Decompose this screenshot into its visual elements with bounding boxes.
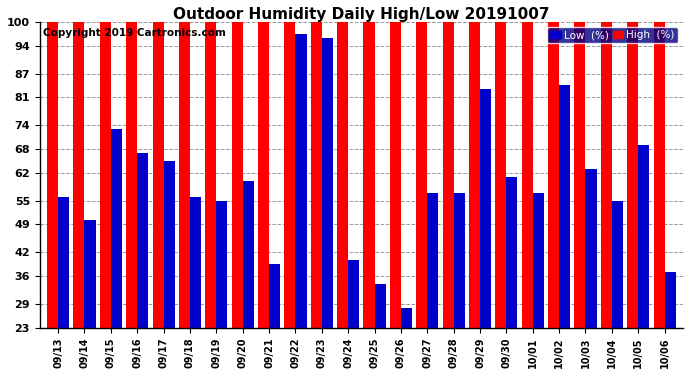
Bar: [548, 22, 559, 328]
Bar: [638, 145, 649, 328]
Bar: [416, 22, 427, 328]
Bar: [295, 34, 306, 328]
Bar: [533, 193, 544, 328]
Text: Copyright 2019 Cartronics.com: Copyright 2019 Cartronics.com: [43, 28, 226, 38]
Bar: [495, 22, 506, 328]
Bar: [258, 22, 269, 328]
Bar: [390, 22, 401, 328]
Bar: [269, 264, 280, 328]
Bar: [559, 86, 570, 328]
Bar: [232, 22, 243, 328]
Bar: [217, 201, 228, 328]
Bar: [364, 22, 375, 328]
Bar: [100, 22, 111, 328]
Bar: [111, 129, 122, 328]
Bar: [348, 260, 359, 328]
Title: Outdoor Humidity Daily High/Low 20191007: Outdoor Humidity Daily High/Low 20191007: [173, 7, 550, 22]
Legend: Low  (%), High  (%): Low (%), High (%): [547, 27, 678, 44]
Bar: [179, 22, 190, 328]
Bar: [84, 220, 96, 328]
Bar: [506, 177, 518, 328]
Bar: [627, 22, 638, 328]
Bar: [522, 22, 533, 328]
Bar: [190, 196, 201, 328]
Bar: [401, 308, 412, 328]
Bar: [322, 38, 333, 328]
Bar: [601, 22, 612, 328]
Bar: [427, 193, 438, 328]
Bar: [664, 272, 676, 328]
Bar: [469, 22, 480, 328]
Bar: [375, 284, 386, 328]
Bar: [137, 153, 148, 328]
Bar: [337, 22, 348, 328]
Bar: [612, 201, 623, 328]
Bar: [284, 22, 295, 328]
Bar: [453, 193, 465, 328]
Bar: [442, 22, 453, 328]
Bar: [152, 22, 164, 328]
Bar: [73, 22, 84, 328]
Bar: [310, 22, 322, 328]
Bar: [47, 22, 58, 328]
Bar: [480, 90, 491, 328]
Bar: [205, 22, 217, 328]
Bar: [126, 22, 137, 328]
Bar: [586, 169, 597, 328]
Bar: [243, 181, 254, 328]
Bar: [574, 22, 586, 328]
Bar: [653, 22, 664, 328]
Bar: [164, 161, 175, 328]
Bar: [58, 196, 69, 328]
